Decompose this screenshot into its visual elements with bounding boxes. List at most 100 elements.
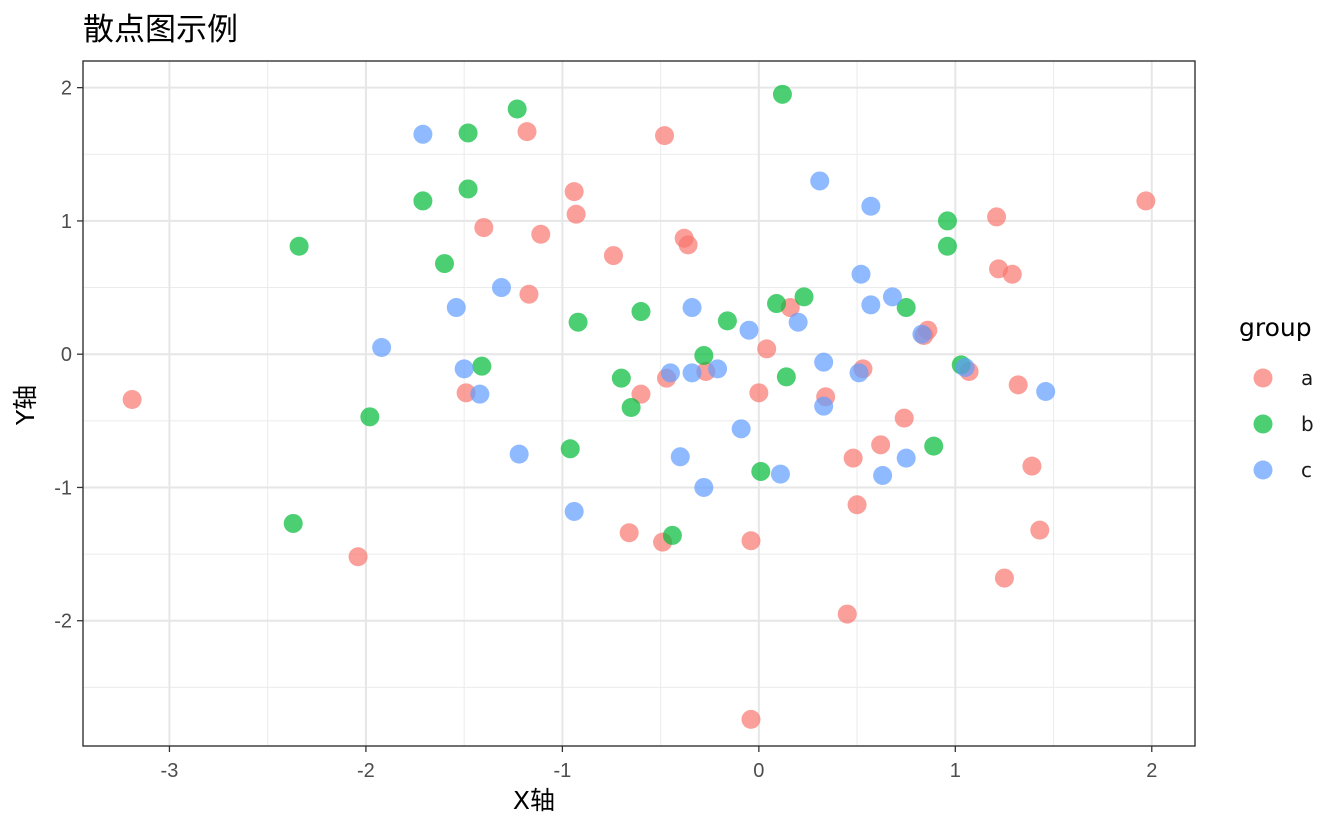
point-group-a (1136, 191, 1156, 211)
point-group-c (509, 444, 529, 464)
point-group-c (873, 465, 893, 485)
point-group-c (731, 419, 751, 439)
point-group-b (772, 84, 792, 104)
x-axis-label: X轴 (512, 786, 556, 815)
point-group-b (413, 191, 433, 211)
data-points (122, 84, 1156, 729)
point-group-b (289, 236, 309, 256)
point-group-b (472, 356, 492, 376)
y-tick-label: -1 (54, 477, 72, 499)
point-group-c (564, 501, 584, 521)
point-group-a (843, 448, 863, 468)
point-group-c (1036, 382, 1056, 402)
point-group-b (611, 368, 631, 388)
point-group-c (770, 464, 790, 484)
legend-keys (1253, 368, 1273, 480)
point-group-c (739, 320, 759, 340)
point-group-c (682, 363, 702, 383)
point-group-a (994, 568, 1014, 588)
point-group-a (837, 604, 857, 624)
chart-title: 散点图示例 (83, 12, 238, 48)
legend-key-a (1253, 368, 1273, 388)
x-axis-ticks: -3 -2 -1 0 1 2 (161, 746, 1157, 782)
point-group-c (372, 338, 392, 358)
point-group-a (122, 390, 142, 410)
legend-key-c (1253, 460, 1273, 480)
x-axis-label-wrap: X轴 (0, 781, 1344, 817)
point-group-a (655, 126, 675, 146)
plot-border (82, 60, 1196, 747)
point-group-a (678, 235, 698, 255)
point-group-c (694, 477, 714, 497)
point-group-c (454, 359, 474, 379)
point-group-a (619, 523, 639, 543)
x-tick-label: -1 (553, 760, 571, 782)
point-group-b (776, 367, 796, 387)
point-group-c (660, 363, 680, 383)
grid-minor (83, 61, 1195, 746)
y-tick-label: -2 (54, 611, 72, 633)
legend-label-c: c (1301, 458, 1312, 482)
point-group-c (955, 358, 975, 378)
point-group-c (882, 287, 902, 307)
point-group-a (847, 495, 867, 515)
legend-title: group (1239, 313, 1312, 342)
point-group-a (474, 218, 494, 238)
point-group-a (894, 408, 914, 428)
point-group-b (458, 179, 478, 199)
point-group-a (631, 384, 651, 404)
point-group-b (694, 346, 714, 366)
point-group-b (767, 294, 787, 314)
point-group-a (564, 182, 584, 202)
y-tick-label: 0 (61, 344, 72, 366)
point-group-a (987, 207, 1007, 227)
point-group-b (937, 211, 957, 231)
y-tick-label: 1 (61, 211, 72, 233)
point-group-c (708, 359, 728, 379)
point-group-c (682, 298, 702, 318)
point-group-b (896, 298, 916, 318)
point-group-a (517, 122, 537, 142)
point-group-a (1008, 375, 1028, 395)
x-tick-label: -3 (161, 760, 179, 782)
point-group-c (491, 278, 511, 298)
point-group-c (896, 448, 916, 468)
point-group-c (413, 124, 433, 144)
point-group-b (717, 311, 737, 331)
point-group-a (749, 383, 769, 403)
point-group-b (560, 439, 580, 459)
point-group-a (757, 339, 777, 359)
point-group-b (360, 407, 380, 427)
x-tick-label: -2 (357, 760, 375, 782)
x-tick-label: 2 (1146, 760, 1157, 782)
point-group-b (937, 236, 957, 256)
point-group-a (741, 709, 761, 729)
point-group-a (1022, 456, 1042, 476)
point-group-a (603, 246, 623, 266)
point-group-c (446, 298, 466, 318)
point-group-b (283, 513, 303, 533)
point-group-c (470, 384, 490, 404)
point-group-a (741, 531, 761, 551)
point-group-c (861, 295, 881, 315)
point-group-b (751, 461, 771, 481)
y-axis-label: Y轴 (11, 384, 40, 426)
point-group-b (507, 99, 527, 119)
point-group-b (568, 312, 588, 332)
point-group-a (348, 547, 368, 567)
point-group-a (1002, 264, 1022, 284)
x-tick-label: 0 (753, 760, 764, 782)
y-tick-label: 2 (61, 78, 72, 100)
point-group-c (814, 396, 834, 416)
grid-major (83, 61, 1195, 746)
point-group-b (662, 525, 682, 545)
point-group-c (849, 363, 869, 383)
point-group-a (1030, 520, 1050, 540)
legend-key-b (1253, 414, 1273, 434)
point-group-c (788, 312, 808, 332)
point-group-b (434, 254, 454, 274)
point-group-c (851, 264, 871, 284)
point-group-c (861, 196, 881, 216)
point-group-b (794, 287, 814, 307)
